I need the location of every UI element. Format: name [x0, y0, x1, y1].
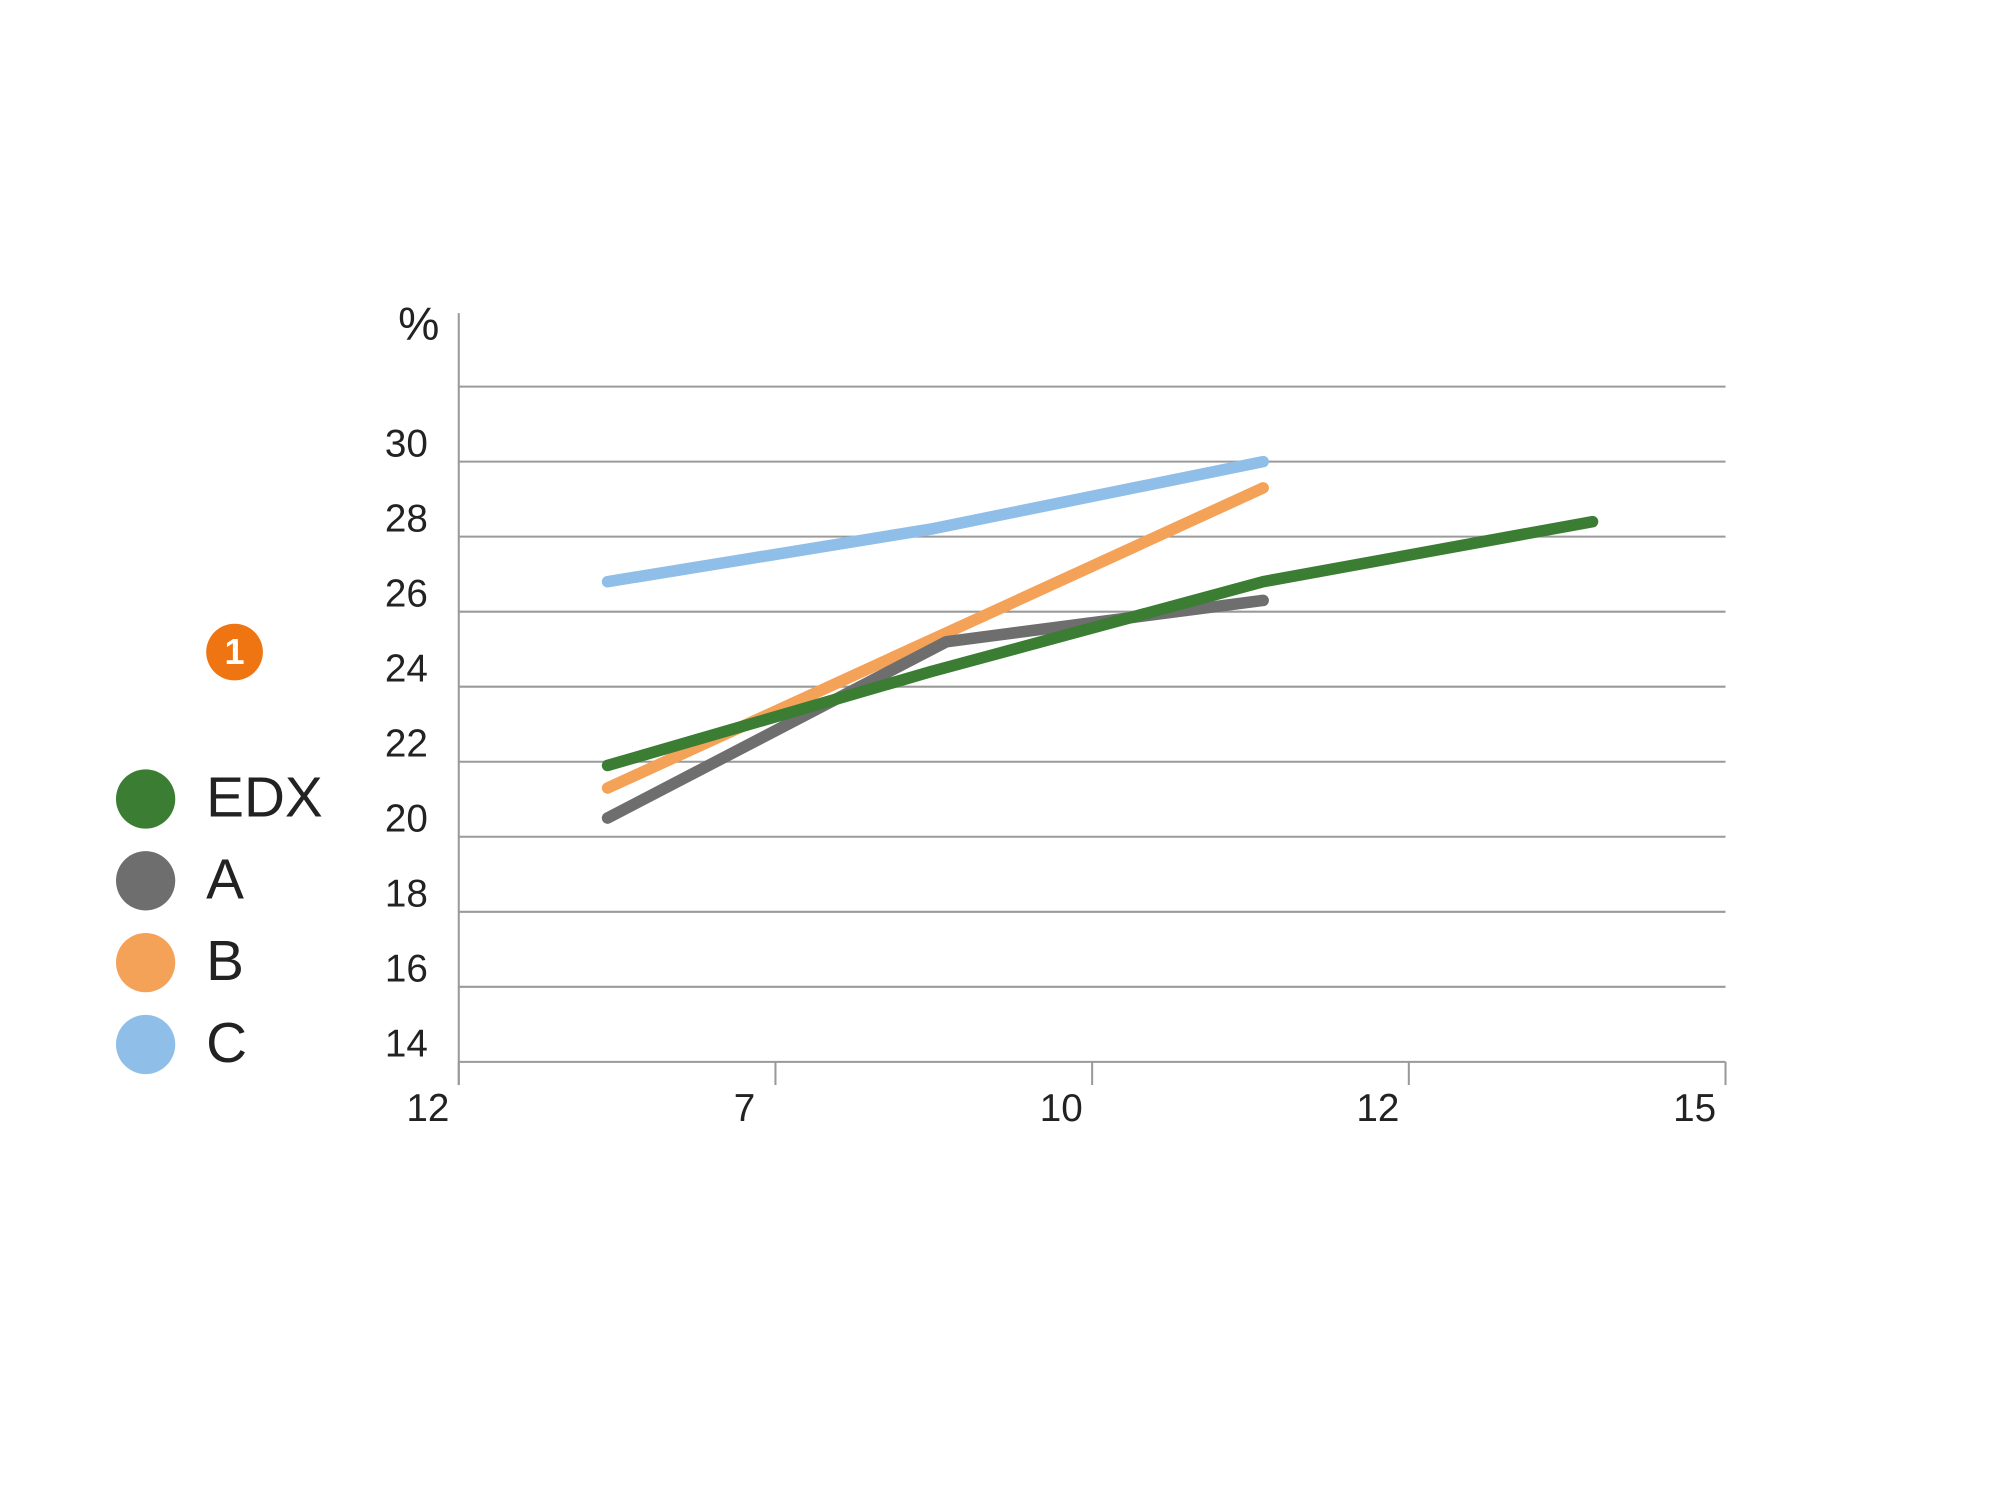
y-tick-label: 18	[385, 873, 428, 916]
x-tick-label: 15	[1673, 1087, 1716, 1130]
legend-label: B	[206, 930, 244, 993]
line	[601, 455, 1269, 588]
x-tick-label: 12	[1356, 1087, 1399, 1130]
x-tick-label: 7	[734, 1087, 756, 1130]
legend-swatch	[115, 932, 176, 993]
annotation: 1	[224, 631, 244, 672]
y-tick-label: 24	[385, 647, 428, 690]
y-tick-label: 28	[385, 497, 428, 540]
legend-label: A	[206, 848, 244, 911]
y-tick-label: 30	[385, 422, 428, 465]
y-tick-label: 26	[385, 572, 428, 615]
legend-label: EDX	[206, 767, 323, 830]
legend-swatch	[115, 851, 176, 911]
x-tick-label: 10	[1040, 1087, 1083, 1130]
x-tick-label: 12	[406, 1087, 449, 1130]
legend-label: C	[206, 1012, 247, 1075]
legend-swatch	[115, 769, 176, 829]
y-axis-label: %	[398, 298, 439, 350]
line	[601, 515, 1599, 772]
annotation-badge	[206, 623, 263, 681]
y-tick-label: 16	[385, 948, 428, 991]
y-tick-label: 14	[385, 1023, 428, 1066]
y-tick-label: 20	[385, 798, 428, 841]
y-tick-label: 22	[385, 722, 428, 765]
legend-swatch	[115, 1014, 176, 1075]
